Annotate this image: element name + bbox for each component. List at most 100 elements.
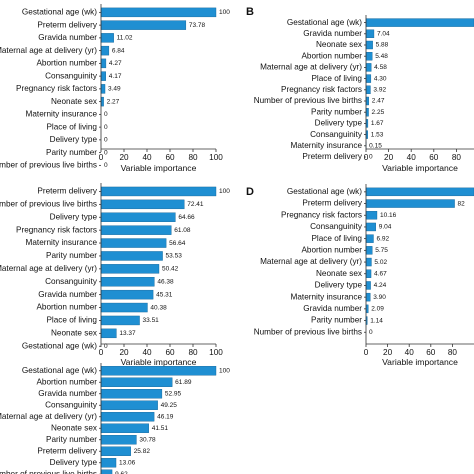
value-label: 2.09 [371,306,384,313]
category-label: Gestational age (wk) [22,341,97,350]
bar [365,63,372,72]
value-label: 2.25 [372,109,385,116]
category-label: Pregnancy risk factors [281,85,362,94]
value-label: 0 [104,111,108,118]
x-tick-label: 0 [364,153,369,162]
category-label: Gestational age (wk) [22,366,97,375]
category-label: Parity number [311,316,362,325]
value-label: 5.02 [374,259,387,266]
value-label: 46.19 [157,413,174,420]
bar [100,238,167,248]
x-tick-label: 80 [452,153,462,162]
bar [100,186,217,197]
value-label: 5.88 [376,42,389,49]
category-label: Neonate sex [51,423,97,432]
value-label: 3.92 [373,87,386,94]
x-axis-label: Variable importance [121,163,197,173]
value-label: 5.75 [375,247,388,254]
category-label: Delivery type [50,135,98,144]
value-label: 9.04 [379,224,392,231]
x-tick-label: 40 [405,348,415,357]
x-tick-label: 0 [99,348,104,357]
bar [100,225,172,235]
category-label: Maternity insurance [291,141,363,150]
bar [100,435,137,445]
value-label: 41.51 [152,425,169,432]
bar [365,187,474,197]
category-label: Consanguinity [310,130,363,139]
category-label: Neonate sex [51,329,97,338]
bar [100,277,155,287]
value-label: 100 [219,9,230,16]
category-label: Pregnancy risk factors [16,84,97,93]
value-label: 72.41 [187,201,204,208]
category-label: Preterm delivery [37,446,98,455]
value-label: 0 [369,329,373,336]
category-label: Preterm delivery [37,20,98,29]
value-label: 4.24 [374,282,387,289]
value-label: 2.27 [107,98,120,105]
x-tick-label: 100 [209,348,223,357]
bar [100,58,107,69]
bar [100,7,217,18]
bar [100,20,187,30]
x-tick-label: 60 [426,348,436,357]
value-label: 46.38 [157,278,174,285]
category-label: Gestational age (wk) [287,187,362,196]
value-label: 13.06 [119,459,136,466]
category-label: Place of living [46,316,97,325]
category-label: Abortion number [301,246,362,255]
category-label: Gravida number [303,29,362,38]
bar [100,389,163,399]
category-label: Preterm delivery [302,152,363,161]
panel-3: Preterm delivery 100 Number of previous li… [0,183,230,367]
bar [100,446,131,456]
x-axis-label: Variable importance [382,163,458,173]
value-label: 82 [458,200,466,207]
x-tick-label: 40 [142,348,152,357]
bar [365,74,372,83]
value-label: 4.17 [109,73,122,80]
x-tick-label: 60 [165,348,175,357]
category-label: Maternity insurance [26,110,98,119]
category-label: Parity number [46,148,97,157]
category-label: Gravida number [303,304,362,313]
category-label: Number of previous live births [254,327,362,336]
category-label: Delivery type [315,281,363,290]
category-label: Gravida number [38,389,97,398]
panel-2: B Gestational age (wk) Gravida number 7.04 N… [246,6,474,173]
category-label: Abortion number [36,377,97,386]
value-label: 25.82 [134,448,151,455]
category-label: Delivery type [50,212,98,221]
value-label: 4.67 [374,270,387,277]
category-label: Neonate sex [316,269,362,278]
value-label: 4.30 [374,75,387,82]
bar [100,212,176,222]
category-label: Maternity insurance [26,238,98,247]
category-label: Number of previous live births [0,161,97,170]
bar [100,315,140,326]
value-label: 0 [104,343,108,350]
category-label: Abortion number [36,303,97,312]
x-tick-label: 0 [364,348,369,357]
value-label: 100 [219,188,230,195]
category-label: Delivery type [315,119,363,128]
bar [365,96,369,106]
x-tick-label: 80 [188,153,198,162]
category-label: Neonate sex [51,97,97,106]
x-tick-label: 20 [119,348,129,357]
bar [100,45,110,56]
value-label: 40.38 [150,304,167,311]
value-label: 61.89 [175,379,192,386]
bar [100,458,117,468]
value-label: 30.78 [139,436,156,443]
value-label: 1.14 [370,317,383,324]
bar [365,292,371,302]
bar [100,199,185,210]
panel-5: Gestational age (wk) 100 Abortion number 61… [0,363,230,474]
bar [100,412,155,422]
category-label: Maternal age at delivery (yr) [260,257,362,266]
value-label: 0 [104,149,108,156]
bar [100,71,106,81]
value-label: 9.62 [115,471,128,474]
